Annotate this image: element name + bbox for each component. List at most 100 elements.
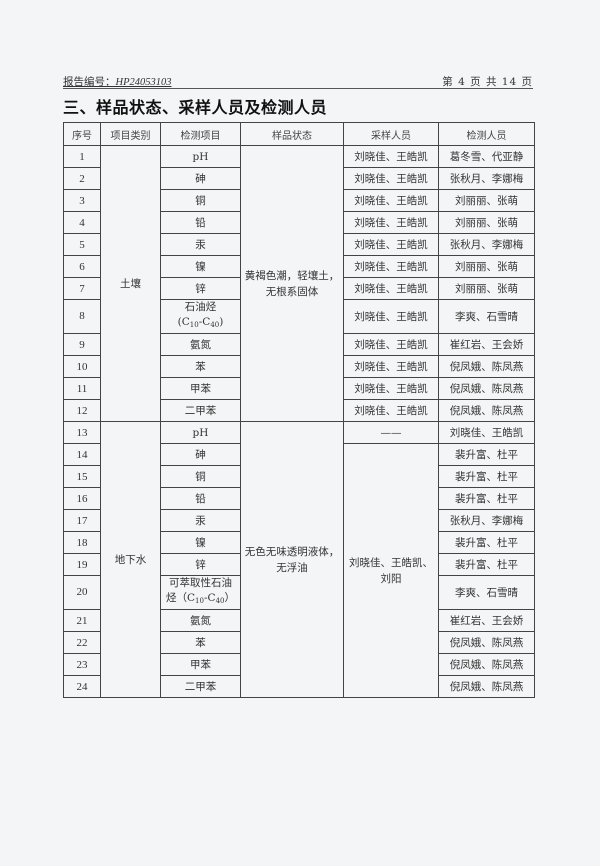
row-number: 12 [63,399,101,422]
item-cell: pH [160,421,241,444]
row-number: 23 [63,653,101,676]
table-row: 21 氨氮 崔红岩、王会娇 [63,609,535,632]
tester-cell: 张秋月、李娜梅 [438,509,535,532]
table-row: 1 土壤 pH 黄褐色潮，轻壤土， 无根系固体 刘晓佳、王皓凯 葛冬雪、代亚静 [63,145,535,422]
item-cell: 砷 [160,443,241,466]
row-number: 20 [63,575,101,610]
column-header: 采样人员 [343,122,439,146]
tester-cell: 倪凤娥、陈凤燕 [438,653,535,676]
sampler-cell: 刘晓佳、王皓凯 [343,333,439,356]
item-name: 石油烃 [184,301,217,313]
table-row: 13 地下水 pH 无色无味透明液体， 无浮油 —— 刘晓佳、王皓凯 [63,421,535,698]
text-line: 无根系固体 [265,285,319,298]
sampler-cell: 刘晓佳、王皓凯 [343,299,439,334]
row-number: 8 [63,299,101,334]
tester-cell: 李爽、石雪晴 [438,575,535,610]
column-header: 检测项目 [160,122,241,146]
tester-cell: 刘丽丽、张萌 [438,277,535,300]
formula-sub: 40 [210,321,220,329]
row-number: 13 [63,421,101,444]
item-cell: 二甲苯 [160,399,241,422]
tester-cell: 刘丽丽、张萌 [438,255,535,278]
tester-cell: 倪凤娥、陈凤燕 [438,377,535,400]
formula-close: ） [224,592,235,604]
item-cell: pH [160,145,241,168]
tester-cell: 张秋月、李娜梅 [438,233,535,256]
row-number: 14 [63,443,101,466]
item-cell: 镍 [160,531,241,554]
sampler-cell: 刘晓佳、王皓凯 [343,189,439,212]
row-number: 15 [63,465,101,488]
sampler-cell: 刘晓佳、王皓凯 [343,377,439,400]
item-cell: 苯 [160,631,241,654]
formula-open: （C [176,592,196,604]
row-number: 11 [63,377,101,400]
item-cell: 铅 [160,211,241,234]
item-cell: 镍 [160,255,241,278]
row-number: 19 [63,553,101,576]
tester-cell: 葛冬雪、代亚静 [438,145,535,168]
sampler-cell: 刘晓佳、王皓凯 [343,255,439,278]
table-row: 20 可萃取性石油 烃（C10-C40） 李爽、石雪晴 [63,575,535,610]
item-cell: 汞 [160,233,241,256]
text-line: 黄褐色潮，轻壤土， [244,269,340,282]
row-number: 7 [63,277,101,300]
table-row: 4 铅 刘晓佳、王皓凯 刘丽丽、张萌 [63,211,535,234]
tester-cell: 刘丽丽、张萌 [438,211,535,234]
sample-state-cell: 黄褐色潮，轻壤土， 无根系固体 [240,145,344,422]
row-number: 5 [63,233,101,256]
item-cell: 铜 [160,189,241,212]
row-number: 10 [63,355,101,378]
tester-cell: 裴升富、杜平 [438,531,535,554]
column-header: 项目类别 [100,122,161,146]
tester-cell: 裴升富、杜平 [438,553,535,576]
item-cell: 可萃取性石油 烃（C10-C40） [160,575,241,610]
text-line: 刘晓佳、王皓凯、 [349,556,433,569]
tester-cell: 裴升富、杜平 [438,465,535,488]
item-cell: 苯 [160,355,241,378]
formula-open: (C [177,316,190,328]
row-number: 2 [63,167,101,190]
item-cell: 铜 [160,465,241,488]
page-header: 报告编号：HP24053103 第 4 页 共 14 页 [63,72,533,89]
column-header: 检测人员 [438,122,535,146]
row-number: 9 [63,333,101,356]
item-cell: 氨氮 [160,609,241,632]
section-title: 三、样品状态、采样人员及检测人员 [63,98,328,117]
item-cell: 石油烃 (C10-C40) [160,299,241,334]
item-cell: 氨氮 [160,333,241,356]
table-row: 15 铜 裴升富、杜平 [63,465,535,488]
item-cell: 甲苯 [160,377,241,400]
tester-cell: 倪凤娥、陈凤燕 [438,355,535,378]
category-cell: 地下水 [100,421,161,698]
item-cell: 汞 [160,509,241,532]
table-row: 19 锌 裴升富、杜平 [63,553,535,576]
table-row: 16 铅 裴升富、杜平 [63,487,535,510]
table-header-row: 序号 项目类别 检测项目 样品状态 采样人员 检测人员 [63,122,535,146]
item-name-cont: 烃 [166,592,177,604]
tester-cell: 崔红岩、王会娇 [438,609,535,632]
item-cell: 锌 [160,277,241,300]
table-row: 17 汞 张秋月、李娜梅 [63,509,535,532]
formula-mid: -C [203,592,216,604]
table-row: 9 氨氮 刘晓佳、王皓凯 崔红岩、王会娇 [63,333,535,356]
page-info: 第 4 页 共 14 页 [442,76,533,88]
tester-cell: 裴升富、杜平 [438,487,535,510]
report-number-label: 报告编号： [63,76,116,88]
formula-mid: -C [198,316,211,328]
tester-cell: 倪凤娥、陈凤燕 [438,399,535,422]
sampler-cell: 刘晓佳、王皓凯 [343,277,439,300]
sampler-cell: 刘晓佳、王皓凯 [343,399,439,422]
sampler-cell: 刘晓佳、王皓凯 [343,233,439,256]
tester-cell: 张秋月、李娜梅 [438,167,535,190]
item-cell: 砷 [160,167,241,190]
table-row: 3 铜 刘晓佳、王皓凯 刘丽丽、张萌 [63,189,535,212]
sampler-cell: —— [343,421,439,444]
table-row: 22 苯 倪凤娥、陈凤燕 [63,631,535,654]
row-number: 16 [63,487,101,510]
sample-personnel-table: 序号 项目类别 检测项目 样品状态 采样人员 检测人员 1 土壤 pH 黄褐色潮，轻壤土， 无根系… [63,122,535,698]
sampler-cell: 刘晓佳、王皓凯 [343,167,439,190]
tester-cell: 刘晓佳、王皓凯 [438,421,535,444]
column-header: 序号 [63,122,101,146]
formula-sub: 40 [215,597,225,605]
